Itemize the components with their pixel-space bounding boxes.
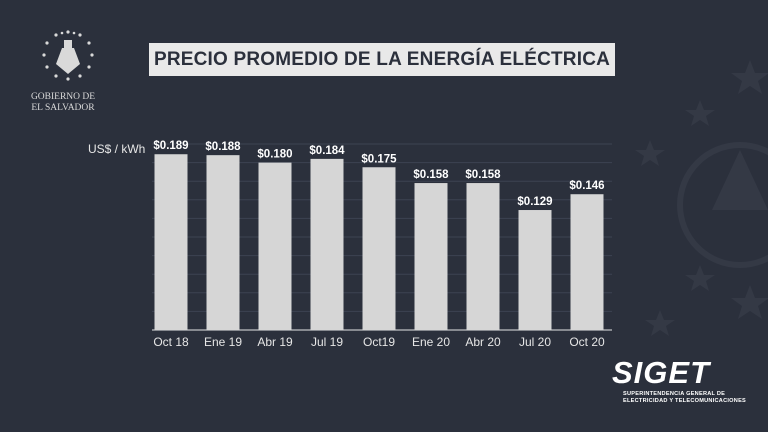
bar: [518, 210, 552, 330]
page-title: PRECIO PROMEDIO DE LA ENERGÍA ELÉCTRICA: [153, 48, 611, 70]
bar-value-label: $0.158: [465, 169, 501, 181]
title-banner: PRECIO PROMEDIO DE LA ENERGÍA ELÉCTRICA: [149, 43, 615, 76]
bar: [570, 194, 604, 330]
bar-value-label: $0.146: [569, 180, 604, 192]
bar: [206, 155, 240, 330]
bar: [258, 162, 292, 330]
bar-value-label: $0.188: [205, 141, 241, 153]
x-tick-label: Oct 20: [569, 335, 605, 349]
bar: [154, 154, 188, 330]
y-axis-label: US$ / kWh: [88, 142, 146, 156]
chart-bars: [154, 154, 604, 330]
government-seal-icon: [42, 30, 94, 81]
bar-value-label: $0.184: [309, 145, 345, 157]
x-tick-label: Abr 19: [257, 335, 293, 349]
bar-value-label: $0.158: [413, 169, 449, 181]
bar-value-label: $0.189: [153, 140, 188, 152]
x-tick-label: Oct19: [363, 335, 395, 349]
siget-logo: SIGET SUPERINTENDENCIA GENERAL DE ELECTR…: [608, 355, 748, 410]
government-name-line1: GOBIERNO DE: [30, 92, 96, 102]
bar: [362, 167, 396, 330]
bar: [466, 183, 500, 330]
siget-logo-subtitle-line1: SUPERINTENDENCIA GENERAL DE: [623, 391, 726, 397]
x-tick-label: Ene 19: [204, 335, 242, 349]
chart-x-tick-labels: Oct 18 Ene 19 Abr 19 Jul 19 Oct19 Ene 20 Abr 2…: [153, 335, 605, 349]
bar: [310, 158, 344, 330]
x-tick-label: Jul 20: [519, 335, 551, 349]
siget-logo-name: SIGET: [612, 355, 711, 390]
government-name-line2: EL SALVADOR: [31, 103, 95, 113]
emblem-watermark-icon: [635, 60, 768, 336]
x-tick-label: Jul 19: [311, 335, 343, 349]
bar-value-label: $0.175: [361, 153, 397, 165]
government-name: GOBIERNO DE EL SALVADOR: [18, 92, 108, 114]
x-tick-label: Ene 20: [412, 335, 450, 349]
bar-value-label: $0.129: [517, 196, 552, 208]
chart-value-labels: $0.189 $0.188 $0.180 $0.184 $0.175 $0.158 $0.1…: [153, 140, 604, 208]
bar: [414, 183, 448, 330]
x-tick-label: Oct 18: [153, 335, 189, 349]
siget-logo-subtitle: SUPERINTENDENCIA GENERAL DE ELECTRICIDAD…: [623, 391, 746, 405]
x-tick-label: Abr 20: [465, 335, 501, 349]
siget-logo-subtitle-line2: ELECTRICIDAD Y TELECOMUNICACIONES: [623, 398, 747, 404]
bar-value-label: $0.180: [257, 149, 292, 161]
